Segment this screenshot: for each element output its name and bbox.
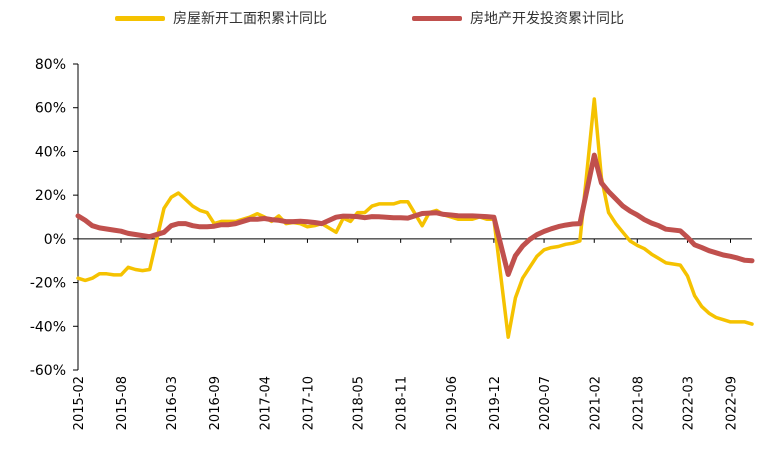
x-tick-label: 2017-04 [258, 376, 273, 430]
x-tick-label: 2018-05 [352, 376, 367, 430]
y-tick-label: 0% [44, 232, 66, 248]
y-tick-label: -60% [30, 363, 66, 379]
x-tick-label: 2015-02 [72, 376, 87, 430]
x-tick-label: 2021-02 [588, 376, 603, 430]
x-tick-label: 2019-12 [488, 376, 503, 430]
legend-label-investment: 房地产开发投资累计同比 [470, 11, 624, 27]
x-tick-label: 2015-08 [115, 376, 130, 430]
y-tick-label: -20% [30, 276, 66, 292]
y-tick-label: 60% [35, 101, 66, 117]
y-tick-label: 20% [35, 188, 66, 204]
y-tick-label: 40% [35, 144, 66, 160]
x-tick-label: 2021-08 [631, 376, 646, 430]
x-tick-label: 2018-11 [395, 376, 410, 430]
legend: 房屋新开工面积累计同比 房地产开发投资累计同比 [0, 8, 784, 38]
legend-item-investment: 房地产开发投资累计同比 [412, 8, 624, 28]
x-tick-label: 2016-09 [208, 376, 223, 430]
legend-swatch-new-construction [115, 15, 165, 21]
legend-label-new-construction: 房屋新开工面积累计同比 [173, 11, 327, 27]
legend-item-new-construction: 房屋新开工面积累计同比 [115, 8, 327, 28]
series-line-investment [75, 152, 755, 277]
x-tick-label: 2016-03 [165, 376, 180, 430]
x-tick-label: 2022-09 [724, 376, 739, 430]
x-tick-label: 2017-10 [301, 376, 316, 430]
x-tick-label: 2022-03 [681, 376, 696, 430]
x-tick-label: 2019-06 [445, 376, 460, 430]
x-tick-label: 2020-07 [538, 376, 553, 430]
legend-swatch-investment [412, 15, 462, 21]
y-tick-label: -40% [30, 319, 66, 335]
y-tick-label: 80% [35, 57, 66, 73]
